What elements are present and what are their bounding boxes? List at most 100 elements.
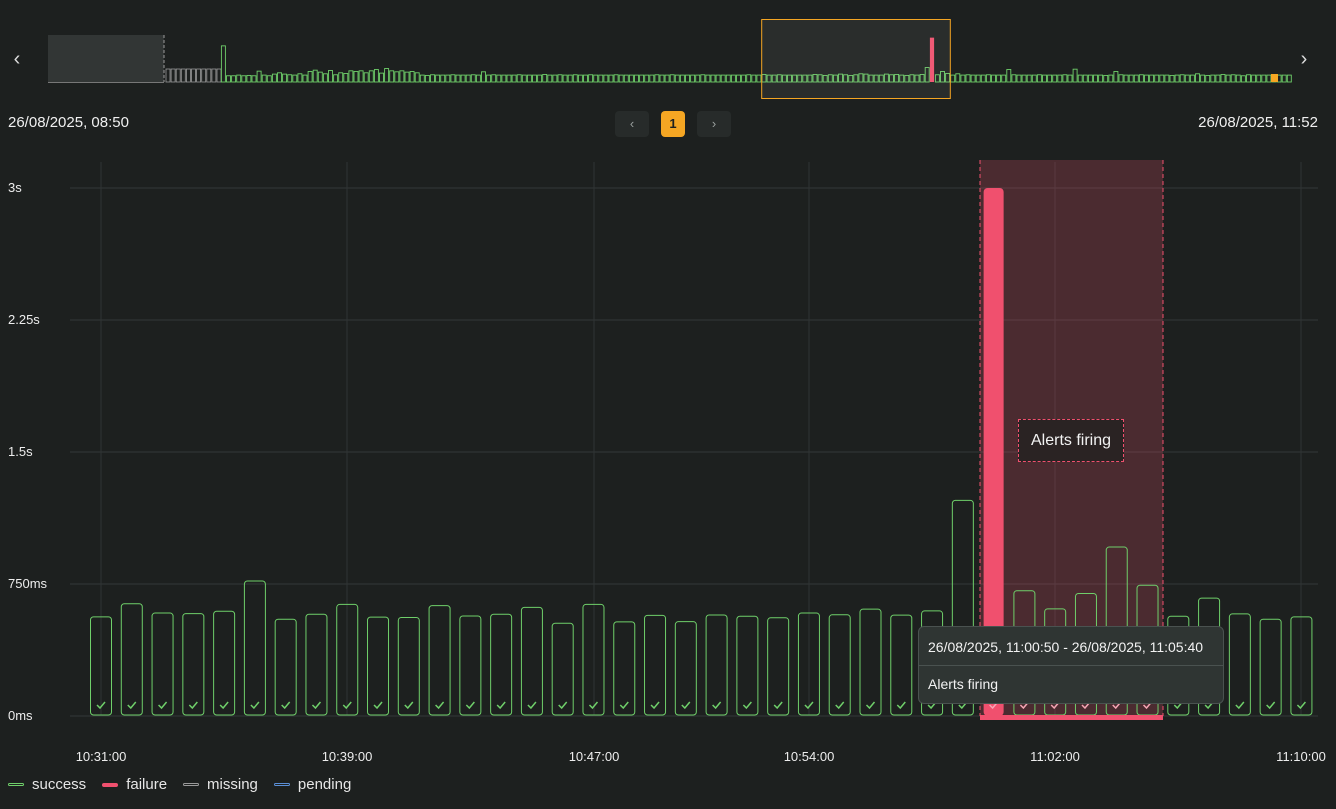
overview-bar [720,74,726,83]
overview-bar [1098,74,1104,83]
overview-bar [853,74,859,83]
overview-bar [1123,74,1129,83]
page-1-button[interactable]: 1 [661,111,685,137]
overview-bar [746,74,752,83]
response-bar [1259,618,1282,716]
overview-bar [1240,75,1246,83]
overview-missing-bar [201,68,207,83]
overview-bar [1087,74,1093,83]
check-icon [835,701,845,710]
overview-bar [312,69,318,83]
overview-bar [1159,74,1165,83]
overview-bar [404,71,410,83]
check-icon [127,701,137,710]
overview-bar [792,74,798,83]
overview-bar [292,74,298,83]
overview-bar [802,74,808,83]
overview-bar [654,74,660,83]
overview-next-button[interactable]: › [1300,48,1308,70]
response-bar [797,612,820,716]
response-bar [613,621,636,716]
x-tick-label: 11:02:00 [1030,749,1080,764]
overview-timeline[interactable] [0,0,1336,100]
page-next-button[interactable]: › [697,111,731,137]
overview-bar [889,74,894,83]
overview-bar [991,74,996,83]
overview-bar [1138,74,1144,83]
check-icon [311,701,322,710]
overview-bar [557,74,563,83]
overview-bar [812,73,818,83]
response-bar [490,613,513,716]
overview-bar [593,74,599,83]
overview-bar [996,74,1002,83]
legend-failure[interactable]: failure [102,776,167,793]
overview-bar [715,74,721,83]
legend-pending[interactable]: pending [273,776,351,793]
overview-bar [496,74,502,83]
overview-bar [532,74,537,83]
overview-bar [649,74,655,83]
overview-bar [644,74,650,83]
overview-bar [481,71,486,83]
overview-bar [1174,74,1180,83]
overview-prev-button[interactable]: ‹ [13,48,21,70]
response-bar [890,614,913,716]
overview-bar [542,73,548,83]
overview-bar [333,74,339,83]
response-bar [951,499,974,716]
overview-bar [1082,74,1088,83]
check-icon [404,701,414,710]
response-bar [736,615,759,716]
overview-bar [526,74,532,83]
overview-missing-bar [180,68,186,83]
overview-bar [220,45,226,83]
y-tick-label: 2.25s [8,312,40,327]
overview-bar [1286,74,1292,83]
cross-icon [1019,701,1029,710]
check-icon [96,701,106,710]
overview-bar [1093,74,1098,83]
legend-label: failure [126,776,168,793]
check-icon [219,701,229,710]
overview-bar [771,74,777,83]
legend-success[interactable]: success [8,776,86,793]
overview-bar [583,74,588,83]
page-prev-button[interactable]: ‹ [615,111,649,137]
overview-bar [1001,74,1007,83]
check-icon [588,701,599,710]
response-bar [336,603,359,716]
overview-bar [1052,74,1058,83]
response-bar [983,188,1004,716]
overview-bar [1200,74,1206,83]
overview-bar [394,71,400,83]
overview-bar [848,74,854,83]
legend-missing[interactable]: missing [183,776,258,793]
overview-bar [741,74,747,83]
check-icon [865,701,876,710]
overview-bar [766,74,772,83]
overview-bar [1047,74,1053,83]
overview-bar [465,74,471,83]
overview-bar [899,74,905,83]
overview-bar [679,74,685,83]
overview-bar [1154,74,1160,83]
overview-missing-bar [206,68,212,83]
response-bar [274,618,297,716]
overview-bar [669,74,675,83]
alerts-firing-label: Alerts firing [1018,419,1124,462]
overview-bar [1042,74,1047,83]
overview-bar [873,74,879,83]
response-bar [120,603,143,716]
chart-tooltip: 26/08/2025, 11:00:50 - 26/08/2025, 11:05… [918,626,1224,704]
cross-icon [989,701,999,710]
overview-bar [552,74,558,83]
range-end-label: 26/08/2025, 11:52 [1198,114,1318,131]
overview-bar [639,74,645,83]
overview-bar [756,74,762,83]
overview-bar [547,74,553,83]
overview-bar [562,74,568,83]
overview-bar [475,74,481,83]
overview-bar [450,74,456,83]
x-tick-label: 10:39:00 [321,749,373,764]
